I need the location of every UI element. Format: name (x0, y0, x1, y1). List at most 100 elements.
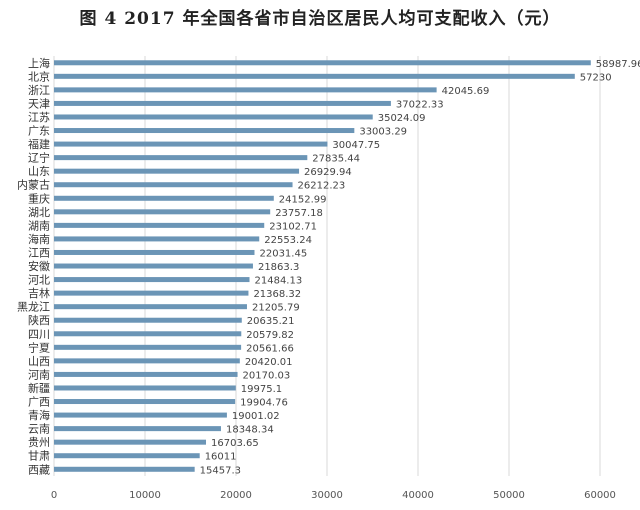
bar (54, 439, 207, 445)
bar (54, 358, 240, 364)
bar (54, 371, 238, 377)
data-label: 58987.96 (596, 59, 640, 70)
bar (54, 222, 265, 228)
category-label: 重庆 (28, 191, 50, 205)
category-label: 陕西 (28, 313, 50, 327)
category-label: 黑龙江 (17, 301, 50, 314)
category-label: 吉林 (28, 286, 50, 300)
data-label: 42045.69 (442, 86, 490, 97)
bar (54, 453, 200, 459)
bar (54, 317, 242, 323)
data-label: 35024.09 (378, 113, 426, 124)
category-label: 上海 (28, 56, 50, 70)
data-label: 21205.79 (252, 303, 300, 314)
x-tick-label: 30000 (311, 490, 343, 501)
data-label: 21863.3 (258, 262, 299, 273)
bar (54, 344, 242, 350)
category-label: 贵州 (28, 436, 50, 449)
bar (54, 141, 328, 147)
data-label: 21484.13 (255, 276, 303, 287)
data-label: 19001.02 (232, 411, 280, 422)
bar (54, 209, 271, 215)
x-tick-label: 50000 (493, 490, 525, 501)
category-label: 辽宁 (28, 151, 50, 165)
bar (54, 100, 391, 106)
category-label: 湖北 (28, 206, 50, 219)
category-label: 甘肃 (28, 450, 50, 463)
bar (54, 399, 236, 405)
bar (54, 277, 250, 283)
category-label: 四川 (28, 328, 50, 341)
data-label: 24152.99 (279, 194, 327, 205)
category-label: 福建 (28, 137, 50, 151)
bar (54, 304, 247, 310)
category-label: 内蒙古 (17, 178, 50, 192)
bar (54, 195, 274, 201)
data-label: 23102.71 (269, 221, 317, 232)
category-label: 河北 (28, 274, 50, 287)
data-label: 16011 (205, 452, 237, 463)
data-label: 22553.24 (264, 235, 312, 246)
chart-title: 图 4 2017 年全国各省市自治区居民人均可支配收入（元） (79, 9, 561, 29)
data-label: 27835.44 (312, 154, 360, 165)
data-label: 23757.18 (275, 208, 323, 219)
bar (54, 466, 195, 472)
bar (54, 385, 236, 391)
x-tick-label: 10000 (129, 490, 161, 501)
category-label: 江西 (28, 246, 50, 259)
data-label: 26929.94 (304, 167, 352, 178)
x-tick-label: 20000 (220, 490, 252, 501)
bar (54, 236, 260, 242)
bar (54, 249, 255, 255)
category-label: 天津 (28, 97, 50, 110)
bar (54, 263, 253, 269)
data-label: 20579.82 (246, 330, 294, 341)
category-label: 西藏 (28, 463, 50, 476)
x-tick-label: 40000 (402, 490, 434, 501)
category-label: 宁夏 (28, 340, 50, 354)
data-label: 57230 (580, 72, 612, 83)
bar (54, 182, 293, 188)
category-label: 山东 (28, 165, 50, 178)
bar (54, 114, 373, 120)
bar (54, 426, 221, 432)
category-label: 湖南 (28, 219, 50, 232)
category-label: 广东 (28, 125, 50, 138)
bar (54, 331, 242, 337)
data-label: 30047.75 (332, 140, 380, 151)
data-label: 19975.1 (241, 384, 282, 395)
data-label: 26212.23 (298, 181, 346, 192)
bar (54, 290, 249, 296)
data-label: 15457.3 (200, 465, 241, 476)
category-label: 新疆 (28, 381, 50, 395)
data-label: 22031.45 (259, 248, 307, 259)
data-label: 19904.76 (240, 398, 288, 409)
bar (54, 168, 300, 174)
x-tick-label: 0 (51, 490, 57, 501)
data-label: 16703.65 (211, 438, 259, 449)
category-label: 海南 (28, 232, 50, 246)
category-label: 浙江 (28, 84, 50, 97)
bar (54, 155, 308, 161)
x-tick-label: 60000 (584, 490, 616, 501)
data-label: 21368.32 (253, 289, 301, 300)
bar (54, 87, 437, 93)
data-label: 37022.33 (396, 99, 444, 110)
data-label: 20420.01 (245, 357, 293, 368)
bar (54, 412, 227, 418)
data-label: 20561.66 (246, 343, 294, 354)
data-label: 33003.29 (359, 127, 407, 138)
category-label: 青海 (28, 408, 50, 422)
category-label: 河南 (28, 368, 50, 381)
data-label: 20635.21 (247, 316, 295, 327)
data-label: 18348.34 (226, 425, 274, 436)
data-label: 20170.03 (243, 370, 291, 381)
bar (54, 128, 355, 134)
category-label: 北京 (28, 69, 50, 83)
category-label: 山西 (28, 355, 50, 368)
category-label: 江苏 (28, 111, 50, 124)
bar (54, 73, 575, 79)
category-label: 安徽 (28, 259, 50, 273)
